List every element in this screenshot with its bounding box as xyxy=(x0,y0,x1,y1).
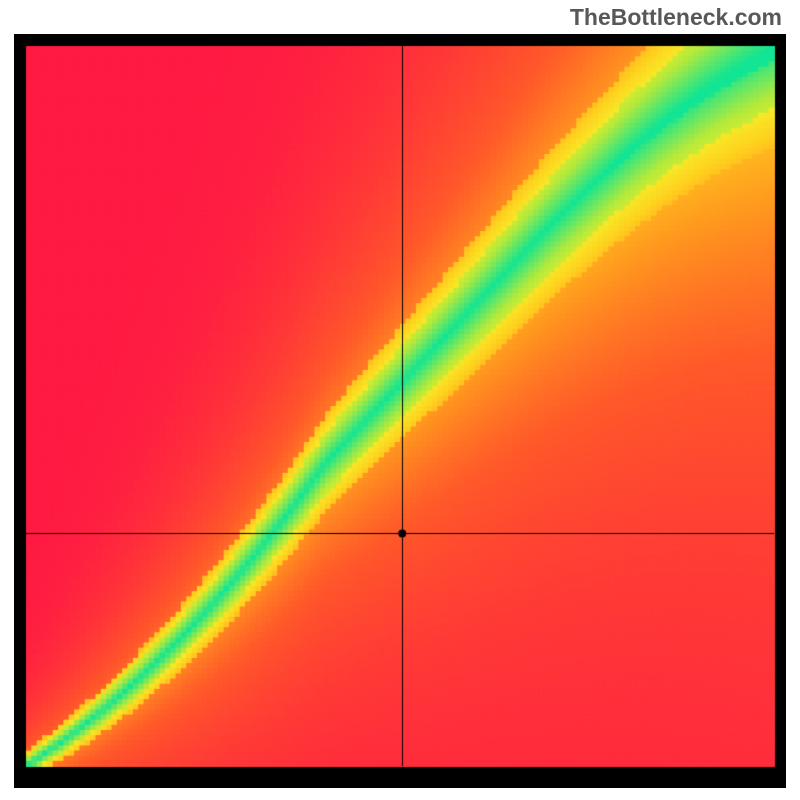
chart-container: TheBottleneck.com xyxy=(0,0,800,800)
watermark-label: TheBottleneck.com xyxy=(570,4,782,31)
heatmap-plot xyxy=(14,34,786,788)
heatmap-canvas xyxy=(14,34,786,788)
